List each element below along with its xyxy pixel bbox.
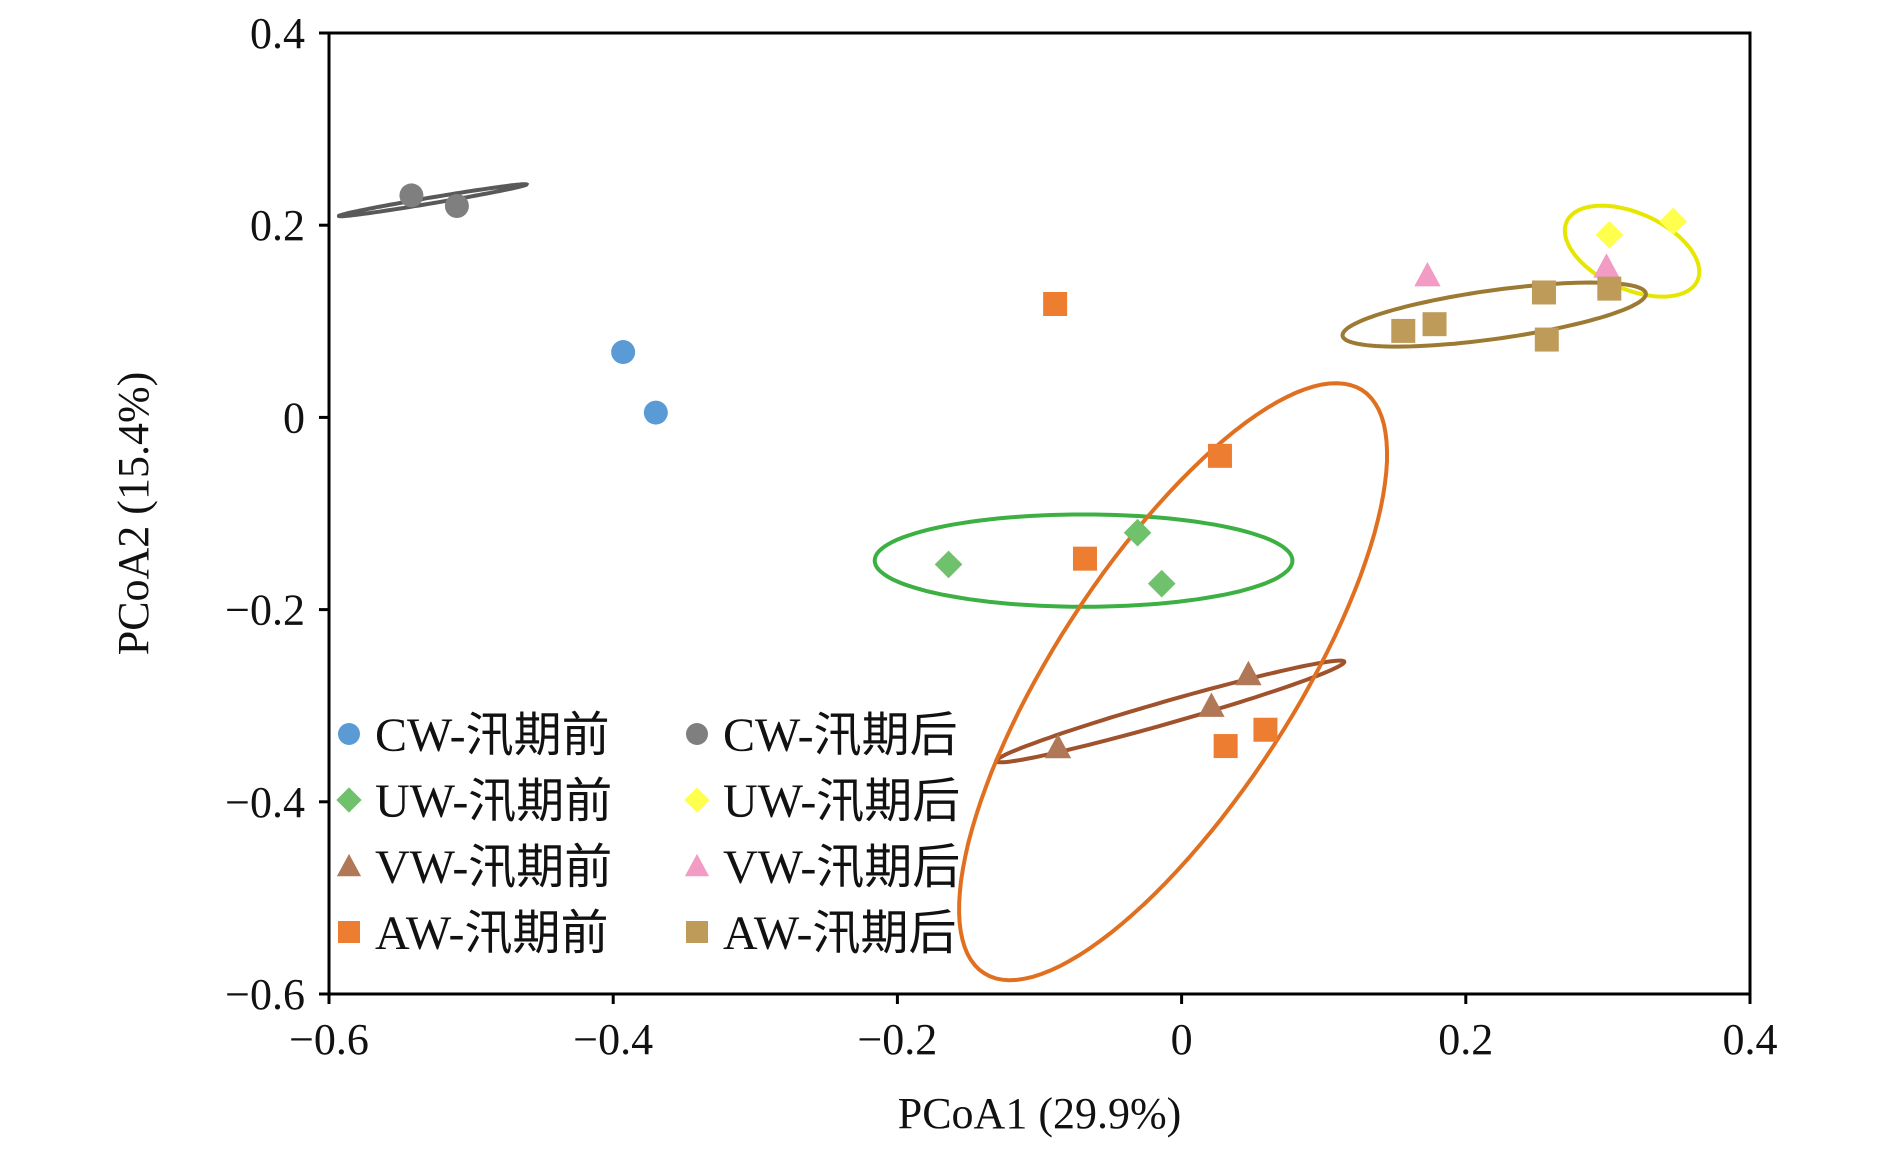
data-point — [1593, 253, 1620, 278]
data-point — [1213, 734, 1238, 759]
axes-layer: −0.6 −0.4 −0.2 0 0.2 0.4 −0.6 −0.4 −0.2 0 0.2 0.4 — [225, 9, 1777, 1064]
series-aw — [1391, 276, 1622, 352]
plot-frame — [327, 31, 1752, 996]
legend-marker — [686, 723, 708, 745]
data-point — [1198, 692, 1225, 717]
ellipse-vw — [994, 658, 1347, 765]
data-point — [1253, 717, 1278, 742]
y-tick-label: −0.4 — [225, 778, 305, 827]
data-point — [1391, 318, 1416, 343]
ellipse-uw — [1562, 203, 1702, 299]
legend-marker — [336, 787, 362, 813]
data-point — [444, 193, 469, 218]
data-point — [1531, 280, 1556, 305]
legend-marker — [684, 853, 710, 877]
series-vw — [1044, 660, 1262, 759]
x-tick-label: −0.4 — [573, 1015, 653, 1064]
y-tick-label: 0.2 — [250, 201, 305, 250]
data-point — [1147, 569, 1176, 598]
legend-label: VW-汛期后 — [723, 841, 960, 894]
legend-marker — [336, 853, 362, 877]
series-vw — [1414, 253, 1620, 287]
data-point — [1044, 733, 1072, 759]
legend-label: UW-汛期后 — [723, 775, 960, 828]
legend-label: VW-汛期前 — [375, 841, 612, 894]
legend-label: AW-汛期后 — [723, 907, 956, 960]
legend-label: CW-汛期后 — [723, 709, 958, 762]
legend-marker — [338, 921, 360, 943]
data-point — [1043, 292, 1068, 317]
data-point — [1207, 443, 1232, 468]
x-tick-label: 0.2 — [1438, 1015, 1493, 1064]
data-point — [1534, 327, 1559, 352]
data-point — [1595, 221, 1624, 249]
y-tick-label: −0.6 — [225, 970, 305, 1019]
data-point — [1597, 276, 1622, 301]
x-tick-label: 0.4 — [1723, 1015, 1778, 1064]
series-aw — [1043, 292, 1278, 759]
points-layer — [399, 183, 1688, 759]
y-tick-label: −0.2 — [225, 586, 305, 635]
series-cw — [611, 340, 668, 425]
series-uw — [934, 518, 1176, 598]
legend-marker — [338, 723, 360, 745]
x-tick-label: −0.6 — [289, 1015, 369, 1064]
data-point — [611, 340, 636, 365]
data-point — [1422, 312, 1447, 337]
y-axis-title: PCoA2 (15.4%) — [109, 372, 158, 656]
legend-marker — [684, 787, 710, 813]
data-point — [1235, 660, 1262, 686]
x-tick-label: 0 — [1171, 1015, 1193, 1064]
data-point — [399, 183, 424, 208]
ellipse-uw — [872, 512, 1295, 609]
data-point — [1414, 261, 1441, 287]
ellipse-cw — [337, 182, 530, 219]
data-point — [1659, 207, 1688, 236]
x-tick-label: −0.2 — [857, 1015, 937, 1064]
x-axis-title: PCoA1 (29.9%) — [898, 1089, 1182, 1138]
data-point — [643, 400, 668, 425]
legend-marker — [686, 921, 708, 943]
legend-label: AW-汛期前 — [375, 907, 608, 960]
data-point — [934, 550, 963, 579]
data-point — [1072, 546, 1097, 571]
y-tick-label: 0.4 — [250, 9, 305, 58]
legend: CW-汛期前 CW-汛期后 UW-汛期前 UW-汛期后 VW-汛期前 VW-汛期后 AW-汛… — [336, 709, 960, 960]
y-tick-label: 0 — [283, 393, 305, 442]
legend-label: CW-汛期前 — [375, 709, 610, 762]
series-uw — [1595, 207, 1688, 249]
ellipse-aw — [957, 381, 1389, 983]
data-point — [1123, 518, 1152, 547]
series-cw — [399, 183, 469, 218]
legend-label: UW-汛期前 — [375, 775, 612, 828]
ellipse-aw — [1340, 280, 1648, 349]
